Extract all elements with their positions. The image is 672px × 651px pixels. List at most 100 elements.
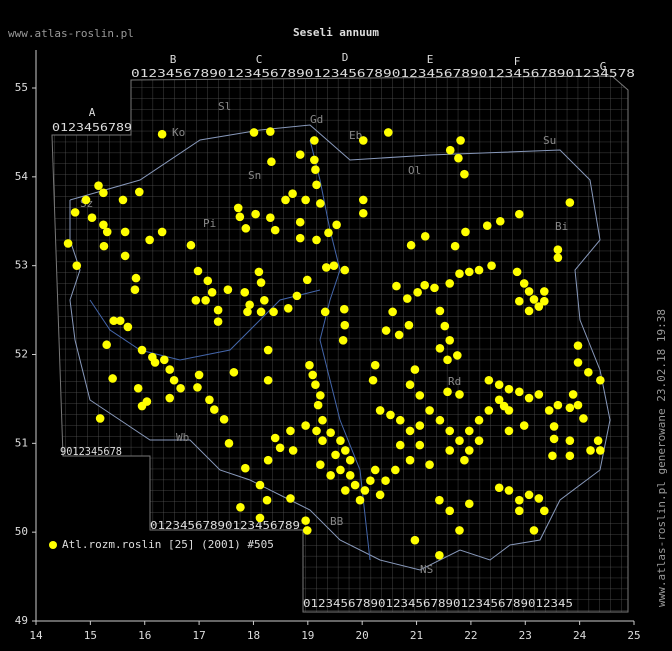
occurrence-dot xyxy=(548,451,557,461)
occurrence-dot xyxy=(430,283,439,293)
occurrence-dot xyxy=(435,495,444,505)
occurrence-dot xyxy=(593,436,603,445)
y-tick-label: 54 xyxy=(15,170,29,183)
occurrence-dot xyxy=(355,495,365,505)
occurrence-dot xyxy=(207,288,217,297)
occurrence-dot xyxy=(137,345,147,355)
occurrence-dot xyxy=(512,267,522,277)
occurrence-dot xyxy=(223,285,233,294)
occurrence-dot xyxy=(405,426,415,436)
occurrence-dot xyxy=(553,245,563,254)
occurrence-dot xyxy=(494,483,504,493)
occurrence-dot xyxy=(595,375,605,385)
occurrence-dot xyxy=(326,428,335,437)
grid-row: 0123456789 xyxy=(52,121,132,134)
grid-row: 9012345678 xyxy=(60,445,122,458)
grid-row: 012345678901234567890123456789012345 xyxy=(303,597,573,610)
occurrence-dot xyxy=(340,320,350,330)
occurrence-dot xyxy=(445,506,455,516)
occurrence-dot xyxy=(415,440,425,450)
occurrence-dot xyxy=(366,476,375,485)
occurrence-dot xyxy=(318,436,327,445)
occurrence-dot xyxy=(565,198,575,207)
occurrence-dot xyxy=(519,279,529,288)
occurrence-dot xyxy=(102,227,112,237)
occurrence-dot xyxy=(201,296,210,305)
legend-swatch xyxy=(49,541,57,549)
occurrence-dot xyxy=(504,384,514,394)
occurrence-dot xyxy=(338,335,348,345)
occurrence-dot xyxy=(292,291,302,301)
occurrence-dot xyxy=(341,486,350,495)
occurrence-dot xyxy=(150,358,160,367)
occurrence-dot xyxy=(474,415,484,425)
grid-letter: A xyxy=(89,106,96,119)
region-label: Bi xyxy=(555,220,568,233)
occurrence-dot xyxy=(443,387,452,397)
occurrence-dot xyxy=(241,463,250,473)
occurrence-dot xyxy=(524,287,534,296)
occurrence-dot xyxy=(406,240,416,250)
y-tick-label: 55 xyxy=(15,81,28,94)
occurrence-dot xyxy=(240,288,250,297)
x-tick-label: 19 xyxy=(301,629,314,642)
site: www.atlas-roslin.pl xyxy=(8,27,134,40)
occurrence-dot xyxy=(395,415,405,425)
river xyxy=(89,289,321,361)
occurrence-dot xyxy=(454,153,463,163)
occurrence-dot xyxy=(312,426,321,436)
occurrence-dot xyxy=(256,307,266,317)
x-tick-label: 22 xyxy=(464,629,477,642)
footer: www.atlas-roslin.pl generowane 23.02.18 … xyxy=(655,309,668,607)
occurrence-dot xyxy=(514,506,524,516)
occurrence-dot xyxy=(381,476,390,485)
x-tick-label: 24 xyxy=(573,629,587,642)
occurrence-dot xyxy=(233,203,243,213)
occurrence-dot xyxy=(358,195,368,205)
occurrence-dot xyxy=(123,322,133,332)
x-tick-label: 15 xyxy=(84,629,97,642)
y-tick-label: 51 xyxy=(15,436,28,449)
occurrence-dot xyxy=(499,401,509,411)
occurrence-dot xyxy=(534,390,544,399)
occurrence-dot xyxy=(159,355,169,365)
x-tick-label: 14 xyxy=(29,629,43,642)
occurrence-dot xyxy=(405,455,415,465)
occurrence-dot xyxy=(255,513,265,523)
occurrence-dot xyxy=(262,495,272,505)
occurrence-dot xyxy=(494,380,504,390)
occurrence-dot xyxy=(329,261,339,270)
region-label: Eb xyxy=(349,129,362,142)
occurrence-dot xyxy=(460,169,469,179)
grid-letter: G xyxy=(600,60,607,73)
occurrence-dot xyxy=(320,307,330,317)
x-tick-label: 16 xyxy=(138,629,151,642)
occurrence-dot xyxy=(358,136,368,145)
occurrence-dot xyxy=(191,296,201,305)
occurrence-dot xyxy=(72,261,82,270)
occurrence-dot xyxy=(420,280,430,290)
occurrence-dot xyxy=(340,265,350,275)
x-tick-label: 20 xyxy=(356,629,369,642)
occurrence-dot xyxy=(311,165,320,175)
occurrence-dot xyxy=(326,471,335,480)
occurrence-dot xyxy=(115,316,125,326)
occurrence-dot xyxy=(249,128,259,137)
occurrence-dot xyxy=(435,306,445,316)
grid-letter: B xyxy=(170,53,177,66)
occurrence-dot xyxy=(540,506,549,516)
occurrence-dot xyxy=(286,426,295,436)
title: Seseli annuum xyxy=(293,26,379,39)
occurrence-dot xyxy=(388,307,397,317)
occurrence-dot xyxy=(243,307,252,317)
occurrence-dot xyxy=(345,455,355,465)
occurrence-dot xyxy=(464,499,474,509)
x-tick-label: 25 xyxy=(627,629,640,642)
occurrence-dot xyxy=(186,240,196,250)
occurrence-dot xyxy=(302,275,312,285)
occurrence-dot xyxy=(120,227,130,237)
occurrence-dot xyxy=(95,414,105,423)
region-label: Gd xyxy=(310,113,323,126)
occurrence-dot xyxy=(420,232,430,241)
occurrence-dot xyxy=(455,436,464,445)
